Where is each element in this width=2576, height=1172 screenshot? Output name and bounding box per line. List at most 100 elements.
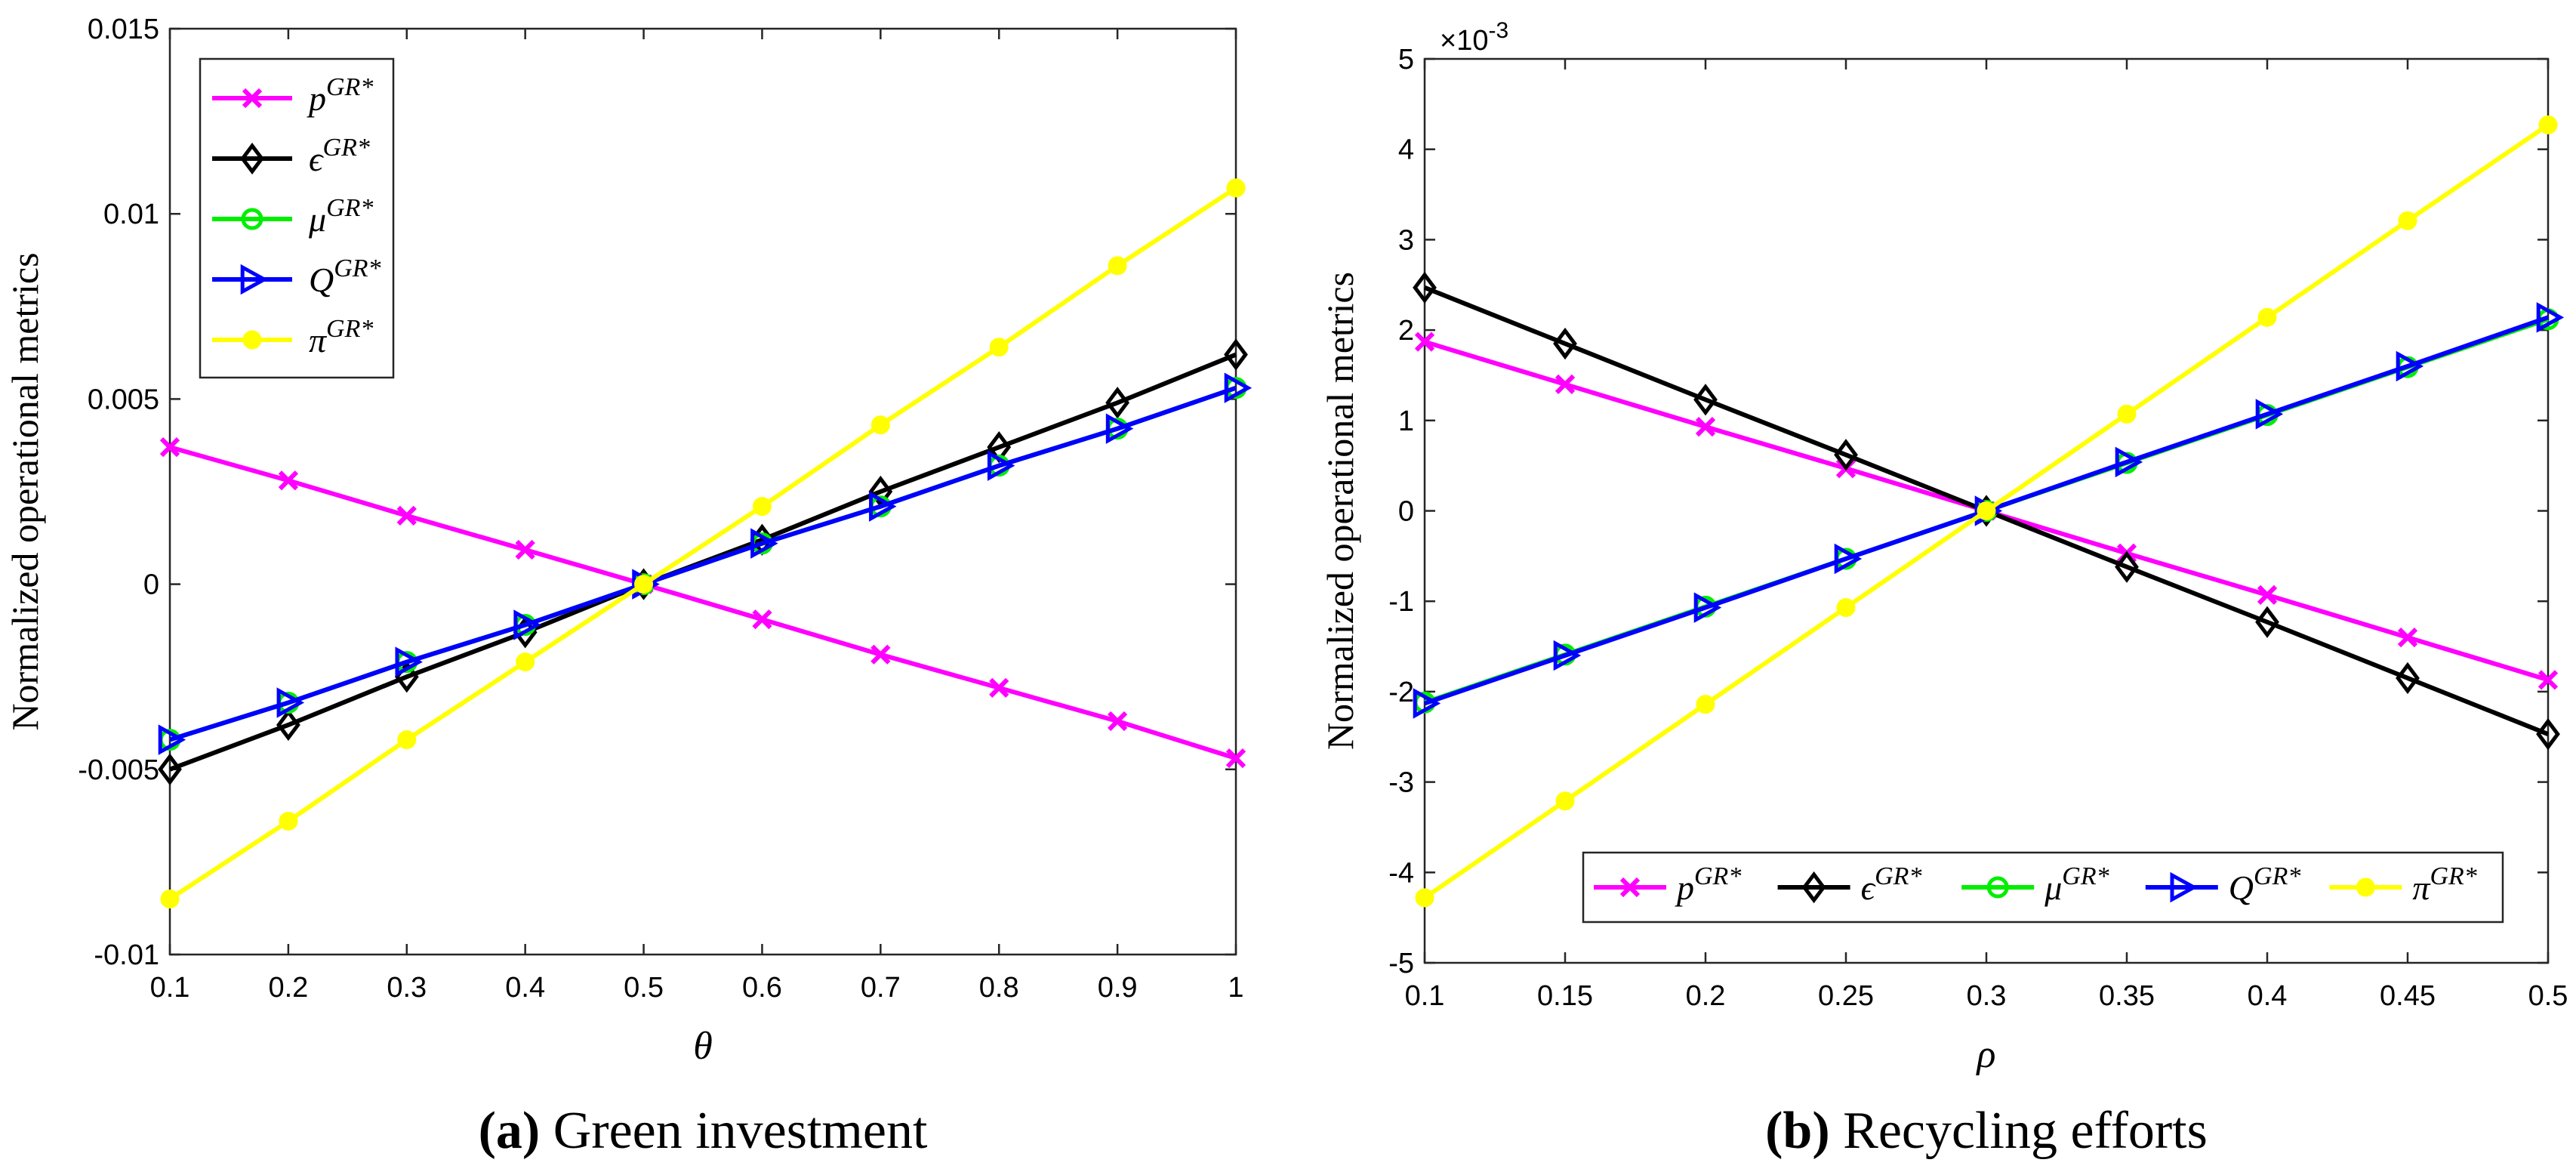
y-axis-label: Normalized operational metrics [4, 252, 46, 730]
data-point [1105, 413, 1134, 444]
data-point [159, 437, 180, 458]
data-point [1553, 327, 1577, 360]
data-point [1695, 417, 1716, 437]
data-point [1224, 338, 1248, 371]
y-axis-label: Normalized operational metrics [1319, 272, 1361, 750]
legend-marker [2170, 871, 2198, 903]
x-tick-label: 0.6 [742, 972, 782, 1004]
y-tick-label: -0.01 [94, 939, 159, 971]
legend-label: μGR* [2044, 862, 2109, 907]
data-point [1555, 374, 1576, 395]
x-tick-label: 0.9 [1098, 972, 1138, 1004]
y-tick-label: 0 [143, 569, 159, 601]
x-tick-label: 0.35 [2099, 980, 2155, 1012]
data-point [1108, 256, 1127, 276]
data-point [1413, 271, 1437, 304]
legend-label: πGR* [2412, 862, 2476, 907]
x-tick-label: 0.15 [1537, 980, 1593, 1012]
legend-marker [2356, 877, 2375, 897]
data-point [2115, 551, 2139, 583]
x-tick-label: 0.45 [2380, 980, 2436, 1012]
y-tick-label: -0.005 [78, 754, 159, 786]
data-point [276, 708, 300, 742]
data-point [1224, 372, 1253, 403]
legend-marker [1986, 876, 2009, 899]
data-point [1415, 888, 1434, 908]
y-tick-label: -1 [1388, 586, 1414, 618]
data-point [2117, 404, 2137, 424]
data-point [1105, 387, 1129, 419]
series-line [169, 445, 1237, 760]
series-line [169, 385, 1237, 742]
y-tick-label: -4 [1388, 857, 1414, 889]
x-tick-label: 0.5 [624, 972, 664, 1004]
data-point [1836, 598, 1856, 618]
data-point [2257, 307, 2277, 327]
data-point [1693, 592, 1722, 623]
data-point [2255, 399, 2284, 430]
x-tick-label: 0.5 [2528, 980, 2568, 1012]
series-line [168, 186, 1237, 901]
x-tick-label: 0.25 [1818, 980, 1874, 1012]
data-point [158, 753, 182, 785]
data-point [1225, 748, 1246, 769]
series-5 [160, 178, 1246, 908]
data-point [1413, 688, 1441, 719]
data-point [1553, 640, 1582, 671]
data-point [2115, 446, 2143, 478]
data-point [2396, 662, 2420, 695]
legend-marker [242, 330, 262, 350]
legend-label: ϵGR* [309, 134, 370, 178]
data-point [752, 497, 772, 517]
chart-panel-a: 0.1 0.2 0.3 0.4 0.5 0.6 0.7 0.8 0.9 1 -0.01 -0.005 0… [4, 14, 1253, 1160]
data-point [1834, 543, 1863, 575]
panel-caption: (a) Green investment [479, 1102, 928, 1160]
legend-label: pGR* [1675, 862, 1741, 907]
data-point [870, 644, 891, 665]
data-point [1834, 439, 1858, 471]
data-point [752, 609, 772, 630]
y-tick-label: 4 [1398, 134, 1414, 166]
y-tick-label: 0.015 [88, 14, 159, 45]
data-point [987, 450, 1015, 481]
y-tick-label: 0 [1398, 496, 1414, 528]
panel-caption: (b) Recycling efforts [1765, 1102, 2208, 1160]
data-point [989, 338, 1009, 357]
series-5 [1415, 115, 2558, 908]
x-axis-label: θ [693, 1025, 713, 1068]
legend-marker [1801, 871, 1826, 904]
data-point [158, 724, 186, 755]
data-point [1414, 332, 1435, 352]
data-point [750, 528, 778, 559]
y-tick-label: 2 [1398, 315, 1414, 347]
data-point [1696, 695, 1715, 714]
y-tick-label: -5 [1388, 948, 1414, 979]
data-point [2536, 302, 2565, 333]
x-tick-label: 0.1 [1405, 980, 1445, 1012]
x-tick-label: 0.2 [1686, 980, 1726, 1012]
data-point [276, 687, 305, 718]
data-point [2537, 670, 2559, 690]
data-point [2536, 717, 2560, 751]
data-point [515, 539, 535, 560]
legend-label: QGR* [2229, 862, 2301, 907]
x-tick-label: 1 [1228, 972, 1243, 1004]
data-point [160, 889, 180, 908]
data-point [279, 811, 298, 831]
legend-label: ϵGR* [1861, 862, 1922, 907]
data-point [870, 415, 890, 435]
data-point [2398, 211, 2417, 230]
data-point [1555, 791, 1575, 811]
data-point [2257, 584, 2278, 605]
x-tick-label: 0.2 [268, 972, 308, 1004]
data-point [2397, 627, 2418, 648]
x-tick-label: 0.7 [861, 972, 901, 1004]
data-point [516, 652, 535, 672]
x-tick-label: 0.3 [1967, 980, 2007, 1012]
legend-label: μGR* [308, 194, 373, 239]
data-point [395, 646, 423, 677]
data-point [634, 575, 654, 594]
exponent-label: ×10-3 [1440, 18, 1508, 57]
y-tick-label: 0.005 [88, 384, 159, 415]
